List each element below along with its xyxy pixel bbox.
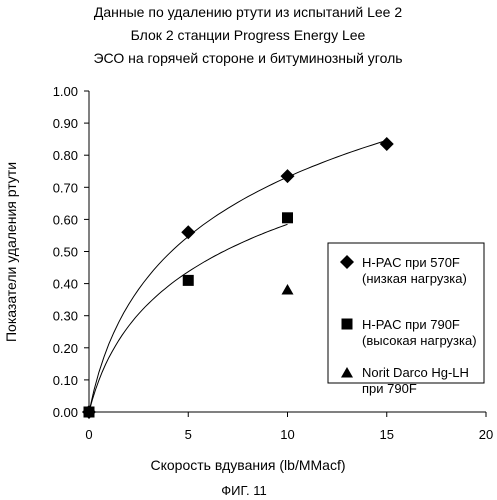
y-tick-label: 0.30 <box>53 309 78 324</box>
y-tick-label: 0.10 <box>53 373 78 388</box>
series-1-point <box>380 137 394 151</box>
chart-title: Данные по удалению ртути из испытаний Le… <box>93 4 402 66</box>
y-tick-label: 0.90 <box>53 116 78 131</box>
legend-label-1: (низкая нагрузка) <box>362 271 467 286</box>
legend-label-3: при 790F <box>362 381 417 396</box>
y-tick-label: 0.20 <box>53 341 78 356</box>
series-1-point <box>281 169 295 183</box>
y-tick-label: 0.00 <box>53 405 78 420</box>
legend-label-1: H-PAC при 570F <box>362 255 460 270</box>
series-3-point <box>282 284 294 295</box>
legend-label-2: (высокая нагрузка) <box>362 333 477 348</box>
series-2-point <box>183 275 194 286</box>
x-tick-label: 5 <box>185 427 192 442</box>
x-tick-label: 10 <box>280 427 294 442</box>
legend: H-PAC при 570F(низкая нагрузка) H-PAC при… <box>328 243 484 396</box>
legend-marker-2 <box>342 319 353 330</box>
chart-title-line-3: ЭСО на горячей стороне и битуминозный уг… <box>93 50 402 66</box>
y-tick-label: 0.70 <box>53 180 78 195</box>
series-2-trendline <box>89 224 288 412</box>
chart-title-line-1: Данные по удалению ртути из испытаний Le… <box>94 4 402 20</box>
series-2-point <box>282 212 293 223</box>
x-tick-label: 0 <box>85 427 92 442</box>
x-tick-label: 20 <box>479 427 493 442</box>
y-tick-label: 0.80 <box>53 148 78 163</box>
legend-label-3: Norit Darco Hg-LH <box>362 365 469 380</box>
y-tick-label: 0.50 <box>53 245 78 260</box>
series-3 <box>282 284 294 295</box>
y-tick-label: 0.60 <box>53 212 78 227</box>
y-tick-label: 0.40 <box>53 277 78 292</box>
x-tick-label: 15 <box>380 427 394 442</box>
chart-title-line-2: Блок 2 станции Progress Energy Lee <box>131 27 366 43</box>
series-1-point <box>181 225 195 239</box>
y-axis-label: Показатели удаления ртути <box>3 162 19 342</box>
x-axis-label: Скорость вдувания (lb/MMacf) <box>151 457 346 473</box>
y-tick-label: 1.00 <box>53 84 78 99</box>
legend-label-2: H-PAC при 790F <box>362 317 460 332</box>
figure-caption: ФИГ. 11 <box>221 483 266 498</box>
series-2 <box>84 212 294 417</box>
